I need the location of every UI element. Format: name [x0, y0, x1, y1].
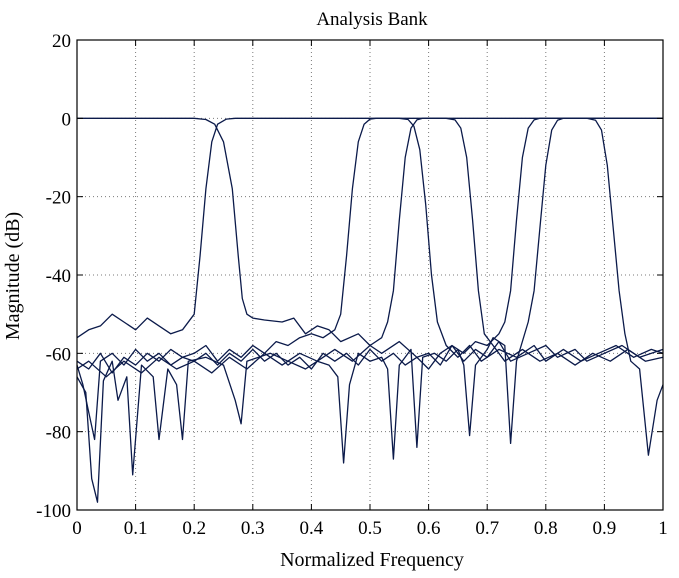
plot-frame [76, 39, 664, 511]
y-tick-label: 20 [52, 31, 71, 52]
series-line-1 [77, 117, 664, 366]
series-line-4 [76, 117, 664, 378]
y-tick-label: -100 [36, 501, 71, 522]
x-tick-label: 0.7 [475, 518, 499, 539]
x-tick-label: 0.3 [241, 518, 265, 539]
x-axis-label: Normalized Frequency [280, 549, 464, 571]
grid-lines [77, 40, 663, 510]
y-axis-label: Magnitude (dB) [2, 212, 24, 340]
chart-title: Analysis Bank [316, 9, 428, 30]
x-tick-labels: 0 0.1 0.2 0.3 0.4 0.5 0.6 0.7 0.8 0.9 1 [72, 518, 668, 539]
series-line-2 [76, 117, 663, 339]
axis-ticks [76, 39, 664, 511]
y-tick-label: 0 [62, 109, 72, 130]
x-tick-label: 0.8 [534, 518, 558, 539]
x-tick-label: 0.4 [300, 518, 324, 539]
x-tick-label: 0.2 [182, 518, 206, 539]
y-tick-label: -60 [46, 344, 71, 365]
y-tick-label: -20 [46, 188, 71, 209]
x-tick-label: 0.9 [593, 518, 617, 539]
x-tick-label: 0 [72, 518, 82, 539]
x-tick-label: 1 [658, 518, 668, 539]
x-tick-label: 0.1 [124, 518, 148, 539]
y-tick-label: -80 [46, 423, 71, 444]
y-tick-label: -40 [46, 266, 71, 287]
series-lines [76, 117, 664, 503]
x-tick-label: 0.5 [358, 518, 382, 539]
x-tick-label: 0.6 [417, 518, 441, 539]
y-tick-labels: -100 -80 -60 -40 -20 0 20 [36, 31, 71, 522]
series-line-6 [76, 117, 663, 441]
